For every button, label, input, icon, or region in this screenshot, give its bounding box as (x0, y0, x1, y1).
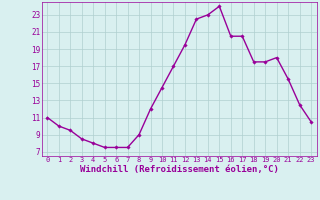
X-axis label: Windchill (Refroidissement éolien,°C): Windchill (Refroidissement éolien,°C) (80, 165, 279, 174)
